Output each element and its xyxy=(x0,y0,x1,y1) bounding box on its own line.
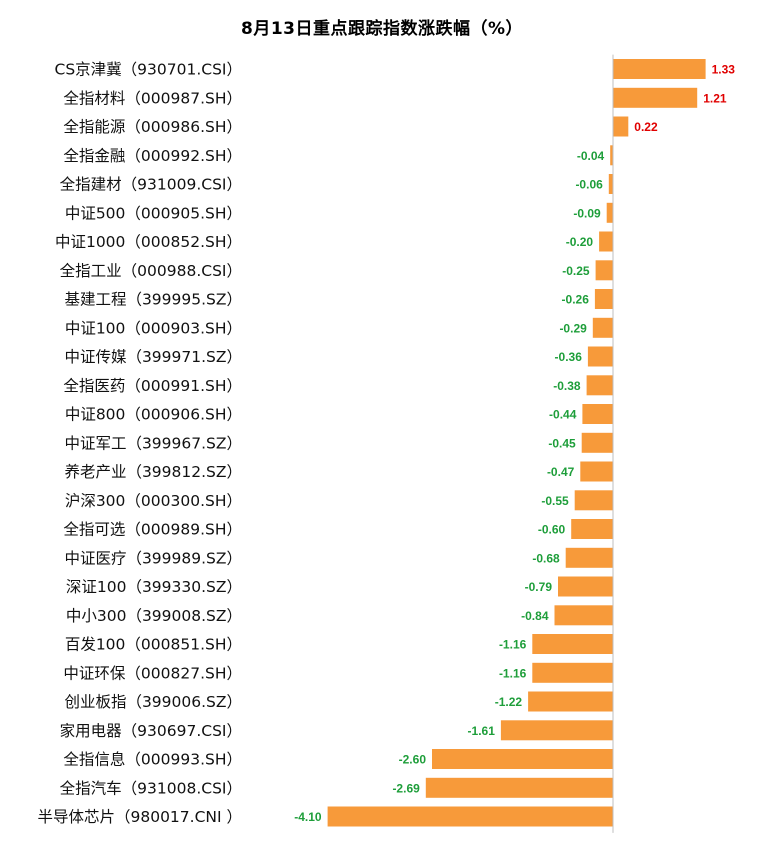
bar xyxy=(613,87,698,108)
category-label: 基建工程（399995.SZ） xyxy=(64,291,242,309)
bar xyxy=(613,59,706,79)
data-label: -1.16 xyxy=(499,638,527,652)
category-label: 半导体芯片（980017.CNI ） xyxy=(37,808,242,826)
data-label: -0.06 xyxy=(575,178,603,192)
bar xyxy=(574,490,613,511)
bar xyxy=(613,116,629,137)
data-label: -0.26 xyxy=(562,293,590,307)
category-label: CS京津冀（930701.CSI） xyxy=(55,61,243,79)
category-label: 全指医药（000991.SH） xyxy=(63,377,242,395)
data-label: -4.10 xyxy=(294,810,322,824)
bar xyxy=(565,547,613,568)
bar xyxy=(500,720,613,741)
data-label: -0.25 xyxy=(562,264,590,278)
bar xyxy=(558,576,613,597)
data-label: -0.45 xyxy=(548,436,576,450)
category-label: 沪深300（000300.SH） xyxy=(65,492,242,510)
data-label: 0.22 xyxy=(634,120,658,134)
bar xyxy=(610,145,613,166)
data-label: -0.68 xyxy=(532,551,560,565)
category-label: 全指金融（000992.SH） xyxy=(63,147,242,165)
category-label: 养老产业（399812.SZ） xyxy=(64,463,242,481)
data-label: -2.60 xyxy=(399,753,427,767)
category-label: 家用电器（930697.CSI） xyxy=(60,722,242,740)
data-label: -1.16 xyxy=(499,666,527,680)
data-label: -0.29 xyxy=(559,321,587,335)
category-label: 中证军工（399967.SZ） xyxy=(64,434,242,452)
bars-layer xyxy=(327,59,706,827)
category-label: 全指建材（931009.CSI） xyxy=(60,176,242,194)
category-label: 全指汽车（931008.CSI） xyxy=(60,779,242,797)
data-label: -0.60 xyxy=(538,523,566,537)
bar xyxy=(581,432,613,453)
bar xyxy=(586,375,613,396)
data-label: -0.04 xyxy=(577,149,605,163)
bar xyxy=(432,749,613,769)
data-label: -1.61 xyxy=(468,724,496,738)
bar xyxy=(595,260,613,281)
bar xyxy=(594,289,613,309)
category-label: 深证100（399330.SZ） xyxy=(66,578,242,596)
category-label: 全指可选（000989.SH） xyxy=(63,521,242,539)
bar xyxy=(580,461,613,482)
bar xyxy=(425,777,613,798)
data-label: -0.79 xyxy=(525,580,553,594)
data-label: -0.84 xyxy=(521,609,549,623)
category-label: 中证传媒（399971.SZ） xyxy=(64,348,242,366)
bar xyxy=(608,174,613,194)
data-label: -0.44 xyxy=(549,408,577,422)
data-label: -0.47 xyxy=(547,465,575,479)
bar xyxy=(554,605,613,626)
bar xyxy=(532,662,613,683)
data-label: 1.33 xyxy=(712,63,736,77)
category-label: 中证环保（000827.SH） xyxy=(63,664,242,682)
category-label: 创业板指（399006.SZ） xyxy=(64,693,242,711)
category-label: 中证800（000906.SH） xyxy=(65,406,242,424)
category-label: 全指材料（000987.SH） xyxy=(63,89,242,107)
category-label: 中证500（000905.SH） xyxy=(65,204,242,222)
bar xyxy=(592,317,613,338)
data-label: -2.69 xyxy=(392,781,420,795)
data-label: -0.55 xyxy=(541,494,569,508)
bar xyxy=(599,231,613,252)
category-label: 百发100（000851.SH） xyxy=(65,636,242,654)
data-label: -0.20 xyxy=(566,235,594,249)
bar xyxy=(571,519,613,539)
category-label: 全指工业（000988.CSI） xyxy=(60,262,242,280)
bar xyxy=(528,691,613,712)
labels-layer: CS京津冀（930701.CSI） 1.33 全指材料（000987.SH） 1.21… xyxy=(37,61,735,827)
category-label: 中证100（000903.SH） xyxy=(65,319,242,337)
category-label: 中小300（399008.SZ） xyxy=(66,607,242,625)
bar xyxy=(582,404,613,424)
category-label: 全指信息（000993.SH） xyxy=(63,751,242,769)
data-label: -0.09 xyxy=(573,206,601,220)
data-label: -0.38 xyxy=(553,379,581,393)
data-label: 1.21 xyxy=(703,91,727,105)
bar xyxy=(532,634,613,654)
bar xyxy=(587,346,613,367)
data-label: -0.36 xyxy=(555,350,583,364)
bar xyxy=(606,202,613,223)
category-label: 中证1000（000852.SH） xyxy=(55,233,242,251)
category-label: 全指能源（000986.SH） xyxy=(63,118,242,136)
data-label: -1.22 xyxy=(495,695,523,709)
chart-title: 8月13日重点跟踪指数涨跌幅（%） xyxy=(240,19,524,39)
bar xyxy=(327,806,613,827)
category-label: 中证医疗（399989.SZ） xyxy=(64,549,242,567)
